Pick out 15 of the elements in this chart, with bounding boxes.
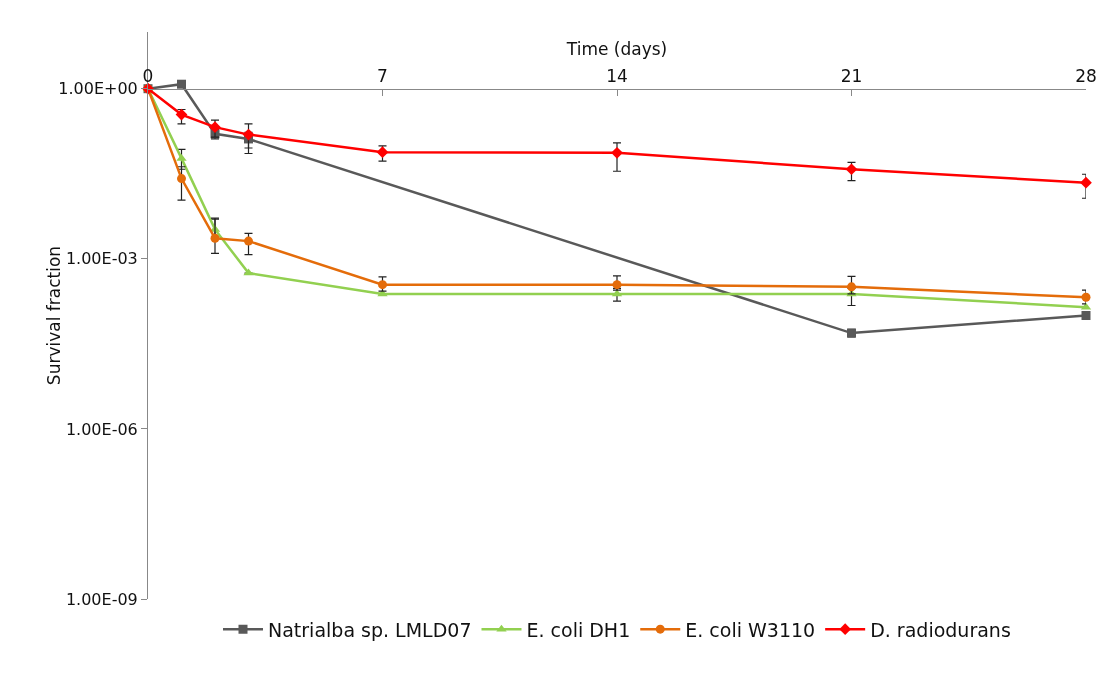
legend-label: Natrialba sp. LMLD07 [268,618,472,641]
y-tick-label: 1.00E+00 [58,79,138,99]
x-axis-title: Time (days) [565,39,668,60]
legend-label: E. coli DH1 [526,618,631,641]
y-tick-label: 1.00E-09 [65,589,138,609]
x-tick-label: 7 [377,65,388,86]
x-tick-label: 21 [840,65,863,86]
legend-label: E. coli W3110 [685,618,816,641]
x-tick-label: 0 [142,65,154,86]
legend-label: D. radiodurans [870,618,1011,641]
x-tick-label: 14 [606,65,628,86]
y-tick-label: 1.00E-06 [65,419,138,439]
y-axis-title: Survival fraction [43,245,64,386]
x-tick-label: 28 [1075,65,1097,86]
y-tick-label: 1.00E-03 [65,249,138,269]
